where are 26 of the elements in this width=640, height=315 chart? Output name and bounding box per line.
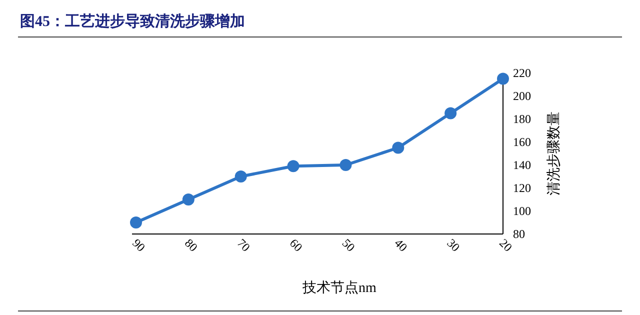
y-tick-label: 160 [513,135,531,149]
x-tick-label: 40 [392,236,410,254]
y-axis-title: 清洗步骤数量 [546,112,562,196]
point [444,107,457,120]
y-tick-label: 200 [513,89,531,103]
point [130,216,142,228]
point [234,170,247,182]
point [497,72,509,85]
chart-title: 图45：工艺进步导致清洗步骤增加 [20,13,245,30]
x-tick-label: 50 [339,236,358,254]
point [287,160,300,172]
y-tick-label: 80 [513,227,525,241]
x-tick-label: 70 [234,236,253,254]
x-tick-label: 80 [182,236,200,254]
x-tick-label: 90 [130,236,148,254]
y-tick-label: 220 [513,66,531,80]
x-tick-label: 60 [286,236,306,254]
point [182,194,194,206]
point [340,159,352,171]
point [392,142,404,154]
y-tick-label: 140 [513,158,531,172]
y-tick-label: 120 [513,181,531,195]
x-axis-title: 技术节点nm [302,280,377,296]
y-tick-label: 100 [513,204,531,218]
x-tick-label: 30 [444,236,463,254]
y-tick-label: 180 [513,112,531,126]
